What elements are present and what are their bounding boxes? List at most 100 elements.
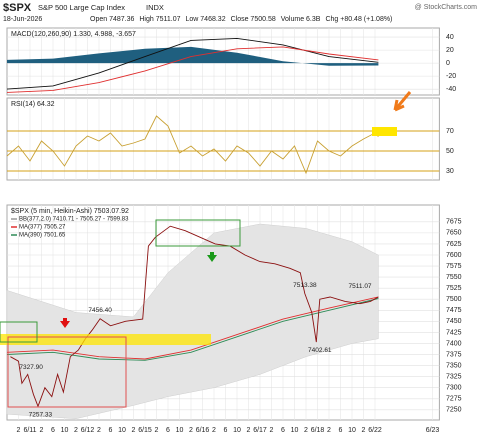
y-tick-label: 7375 [446,351,462,358]
y-tick-label: 7450 [446,318,462,325]
x-tick-label: 2 [212,427,216,434]
series-line [10,225,379,408]
index-name: S&P 500 Large Cap Index [38,3,125,12]
y-tick-label: 7500 [446,296,462,303]
y-tick-label: 7650 [446,230,462,237]
box [155,219,241,247]
price-annotation: 7257.33 [29,411,53,418]
y-tick-label: 7525 [446,285,462,292]
y-tick-label: 0 [446,60,450,67]
panel-title: $SPX (5 min, Heikin-Ashi) 7503.07.92 [11,208,129,215]
legend-label: MA(390) 7501.65 [19,233,66,239]
x-tick-label: 2 [304,427,308,434]
x-tick-label: 10 [348,427,356,434]
y-tick-label: 7300 [446,385,462,392]
x-tick-label: 10 [118,427,126,434]
x-tick-label: 2 [189,427,193,434]
y-tick-label: 30 [446,168,454,175]
y-tick-label: 7550 [446,274,462,281]
x-tick-label: 6/15 [138,427,152,434]
x-tick-label: 2 [155,427,159,434]
y-tick-label: 7675 [446,219,462,226]
y-tick-label: 7400 [446,340,462,347]
bollinger-band [6,223,379,419]
y-tick-label: 7600 [446,252,462,259]
series-line [6,296,379,360]
x-tick-label: 2 [247,427,251,434]
y-tick-label: 7275 [446,396,462,403]
y-tick-label: 7325 [446,373,462,380]
arrow [393,91,412,112]
y-tick-label: -40 [446,86,456,93]
x-tick-label: 6 [339,427,343,434]
x-tick-label: 2 [270,427,274,434]
x-tick-label: 2 [74,427,78,434]
x-tick-label: 6 [109,427,113,434]
x-tick-label: 6 [281,427,285,434]
x-tick-label: 10 [233,427,241,434]
x-tick-label: 2 [362,427,366,434]
x-tick-label: 6 [51,427,55,434]
x-tick-label: 2 [40,427,44,434]
y-tick-label: 7575 [446,263,462,270]
arrow [207,252,217,262]
quote-item: Volume 6.3B [281,16,321,23]
x-tick-label: 2 [327,427,331,434]
legend-label: MA(377) 7505.27 [19,225,66,231]
x-tick-label: 10 [291,427,299,434]
series-line [6,115,379,175]
x-tick-label: 6 [224,427,228,434]
x-tick-label: 6/17 [253,427,267,434]
legend-label: BB(377,2.0) 7410.71 - 7505.27 - 7599.83 [19,217,129,223]
y-tick-label: 40 [446,34,454,41]
quote: Open 7487.36 High 7511.07 Low 7468.32 Close… [90,16,392,23]
price-annotation: 7511.07 [349,283,372,290]
y-tick-label: 7425 [446,329,462,336]
quote-item: Chg +80.48 (+1.08%) [325,16,392,23]
price-annotation: 7402.61 [308,347,332,354]
panel [6,97,440,181]
panel-title: RSI(14) 64.32 [11,101,55,108]
x-tick-label: 2 [132,427,136,434]
x-tick-label: 6/12 [81,427,95,434]
y-tick-label: 7250 [446,407,462,414]
box [7,336,127,408]
y-tick-label: -20 [446,73,456,80]
price-annotation: 7327.90 [19,364,43,371]
x-tick-label: 6/16 [196,427,210,434]
price-annotation: 7456.40 [88,307,112,314]
series-line [6,298,379,361]
x-tick-label: 2 [97,427,101,434]
date: 18-Jun-2026 [3,16,42,23]
x-tick-label: 2 [17,427,21,434]
panel-title: MACD(120,260,90) 1.330, 4.988, -3.657 [11,31,136,38]
x-tick-label: 10 [176,427,184,434]
plots: -40 -20 0 20 40 MACD(120,260,90) 1.330, 4.988… [6,27,462,434]
series-line [6,37,379,90]
y-tick-label: 7475 [446,307,462,314]
highlight [372,127,397,136]
y-tick-label: 70 [446,128,454,135]
quote-item: High 7511.07 [139,16,180,23]
y-tick-label: 50 [446,148,454,155]
quote-item: Close 7500.58 [231,16,276,23]
quote-item: Open 7487.36 [90,16,134,23]
y-tick-label: 20 [446,47,454,54]
watermark: @ StockCharts.com [415,4,478,11]
decorations [0,91,412,408]
box [0,321,38,343]
arrow [60,318,70,328]
price-annotation: 7513.38 [293,282,317,289]
symbol: $SPX [3,2,32,14]
x-tick-label: 10 [61,427,69,434]
y-tick-label: 7625 [446,241,462,248]
x-tick-label: 6 [166,427,170,434]
quote-item: Low 7468.32 [186,16,226,23]
x-tick-label: 6/18 [311,427,325,434]
series-line [6,46,379,93]
highlight [0,334,211,345]
exchange: INDX [146,3,164,12]
x-tick-label: 6/22 [368,427,382,434]
